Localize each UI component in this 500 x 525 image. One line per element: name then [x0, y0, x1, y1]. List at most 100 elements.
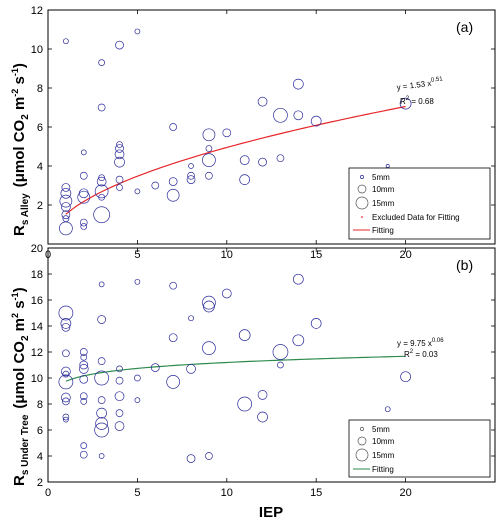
panel-a-data-point — [59, 221, 73, 236]
panel-a-legend-box — [348, 167, 491, 240]
panel-a-data-point — [202, 153, 216, 167]
panel-a-data-point — [186, 175, 196, 184]
legend-b-marker-5mm — [360, 427, 364, 431]
panel-a-excluded-point — [385, 164, 390, 168]
panel-b-ytick-label: 2 — [37, 477, 43, 489]
panel-b-data-point — [116, 365, 123, 373]
panel-a-data-point — [257, 96, 268, 107]
panel-b-data-point — [257, 411, 268, 423]
panel-a-data-point — [115, 175, 124, 184]
panel-b-data-point — [292, 334, 305, 347]
panel-a-data-point — [60, 187, 72, 199]
panel-a-data-point — [93, 206, 110, 224]
panel-b-rs-under-tree: 0 5 10 15 20 2 4 6 8 10 12 14 16 18 20 (b) y = 9.75 x… — [10, 243, 496, 521]
panel-b-data-point — [188, 315, 194, 322]
panel-b-ytick-label: 4 — [37, 451, 43, 463]
panel-a-data-point — [134, 28, 141, 35]
panel-a-ytick-label: 10 — [31, 44, 43, 56]
panel-a-data-point — [79, 171, 88, 180]
panel-a-data-point — [239, 155, 250, 165]
x-axis-label: IEP — [259, 504, 283, 521]
panel-a-data-point — [205, 145, 213, 152]
legend-a-5mm: 5mm — [372, 173, 390, 182]
legend-a-marker-10mm — [357, 184, 367, 194]
panel-b-ytick-label: 6 — [37, 425, 43, 437]
panel-b-data-point — [97, 315, 106, 324]
panel-b-xtick-label: 5 — [134, 487, 140, 499]
panel-a-xtick-label: 10 — [221, 249, 233, 261]
legend-a-marker-5mm — [360, 175, 364, 179]
panel-a-xtick-label: 15 — [310, 249, 322, 261]
panel-b-data-point — [79, 450, 88, 459]
legend-b-15mm: 15mm — [372, 451, 395, 460]
panel-b-legend-box — [348, 419, 491, 478]
panel-a-data-point — [80, 223, 88, 230]
panel-b-data-point — [94, 422, 109, 438]
panel-b-ytick-label: 16 — [31, 295, 43, 307]
panel-b-data-point — [94, 370, 109, 386]
panel-b-ytick-label: 20 — [31, 243, 43, 255]
panel-b-data-point — [62, 349, 70, 358]
panel-b-data-point — [114, 421, 125, 431]
panel-b-data-point — [292, 273, 304, 285]
panel-a-data-point — [59, 194, 73, 208]
panel-a-data-point — [292, 78, 304, 90]
panel-b-data-point — [62, 413, 70, 421]
panel-a-ylabel: Rs Alley(μmol CO2 m-2 s-1) — [10, 63, 31, 236]
panel-b-data-point — [166, 375, 181, 389]
panel-b-label: (b) — [456, 257, 473, 273]
panel-b-data-point — [400, 371, 411, 383]
panel-b-data-point — [310, 318, 322, 329]
panel-b-data-point — [202, 341, 216, 355]
panel-b-data-point — [150, 363, 160, 372]
panel-b-data-point — [96, 407, 107, 419]
panel-b-data-point — [202, 295, 216, 310]
panel-b-xtick-label: 20 — [399, 487, 411, 499]
legend-b-marker-10mm — [357, 436, 367, 446]
panel-b-data-point — [115, 409, 124, 417]
panel-a-data-point — [80, 149, 87, 156]
panel-b-data-point — [80, 442, 88, 449]
panel-b-data-point — [79, 374, 89, 384]
panel-b-ytick-label: 8 — [37, 399, 43, 411]
panel-a-xtick-label: 20 — [399, 249, 411, 261]
panel-a-data-point — [61, 202, 71, 212]
panel-b-data-point — [186, 364, 196, 374]
panel-a-data-point — [276, 154, 285, 163]
legend-a-marker-15mm — [355, 196, 369, 210]
legend-a-marker-excluded — [361, 216, 363, 218]
panel-b-ytick-label: 10 — [31, 373, 43, 385]
panel-b-data-point — [238, 329, 251, 341]
panel-a-data-point — [166, 188, 180, 202]
panel-a-label: (a) — [456, 19, 473, 35]
panel-a-data-point — [115, 40, 124, 50]
panel-a-ytick-label: 6 — [37, 122, 43, 134]
panel-b-data-point — [272, 344, 289, 360]
panel-b-xtick-label: 10 — [221, 487, 233, 499]
legend-a-15mm: 15mm — [372, 199, 395, 208]
panel-a-data-point — [97, 103, 106, 112]
panel-a-data-point — [310, 115, 322, 127]
panel-b-data-point — [169, 281, 178, 290]
panel-a-data-point — [399, 97, 412, 110]
panel-a-data-point — [151, 181, 160, 190]
panel-b-data-point — [95, 417, 108, 430]
panel-b-data-point — [60, 318, 72, 329]
legend-b-fitting: Fitting — [372, 465, 394, 474]
panel-b-data-point — [62, 397, 70, 406]
panel-a-data-point — [116, 141, 123, 148]
legend-b-marker-15mm — [355, 448, 369, 462]
panel-b-data-point — [98, 281, 105, 288]
legend-b-5mm: 5mm — [372, 425, 390, 434]
panel-b-data-point — [61, 392, 71, 403]
panel-a-legend: 5mm 10mm 15mm Excluded Data for Fitting … — [348, 167, 491, 240]
panel-a-data-point — [115, 144, 124, 153]
panel-a-data-point — [205, 171, 213, 180]
panel-a-data-point — [188, 163, 194, 169]
panel-b-data-point — [98, 453, 105, 459]
panel-a-data-point — [273, 107, 288, 123]
panel-b-data-point — [277, 361, 284, 369]
panel-a-data-point — [239, 174, 251, 185]
panel-b-data-point — [134, 397, 141, 403]
